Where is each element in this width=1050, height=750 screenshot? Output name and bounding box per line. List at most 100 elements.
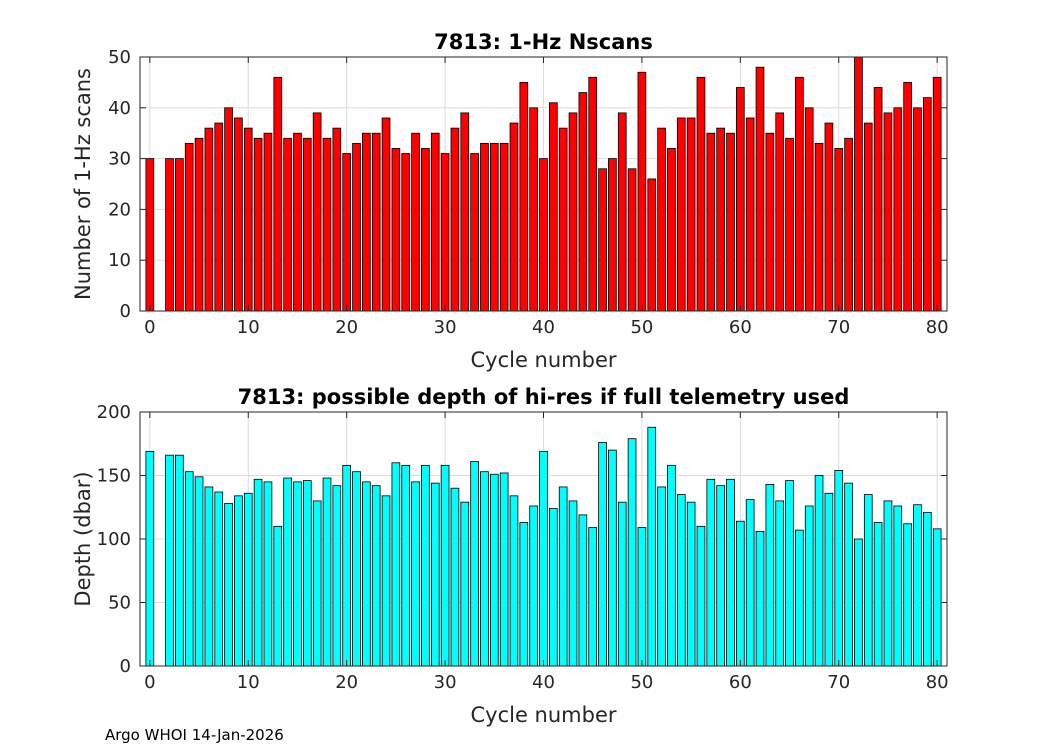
- bar: [874, 522, 882, 666]
- bar: [795, 530, 803, 666]
- x-tick-label: 40: [532, 317, 555, 338]
- bar: [225, 108, 233, 311]
- bar: [677, 118, 685, 311]
- depth-chart: 0 10 20 30 40 50 60 70 80 0 50 100 150 200 7813: possi…: [71, 385, 949, 727]
- bar: [500, 143, 508, 311]
- x-tick-label: 0: [144, 317, 155, 338]
- bar: [786, 481, 794, 666]
- bar: [569, 113, 577, 311]
- bar: [697, 77, 705, 311]
- bar: [727, 133, 735, 311]
- bar: [421, 148, 429, 311]
- bar: [431, 133, 439, 311]
- bar: [854, 57, 862, 311]
- bar: [668, 148, 676, 311]
- bar: [520, 522, 528, 666]
- bar: [717, 486, 725, 666]
- bar: [825, 493, 833, 666]
- bar: [274, 77, 282, 311]
- chart-title: 7813: possible depth of hi-res if full t…: [238, 385, 850, 409]
- bar: [638, 528, 646, 666]
- bar: [392, 463, 400, 666]
- bar: [372, 486, 380, 666]
- bar: [294, 133, 302, 311]
- bar: [795, 77, 803, 311]
- bar: [333, 486, 341, 666]
- bar: [362, 133, 370, 311]
- bar: [727, 479, 735, 666]
- bar: [234, 118, 242, 311]
- bar: [225, 503, 233, 666]
- bar: [382, 496, 390, 666]
- bar: [343, 154, 351, 311]
- bar: [313, 501, 321, 666]
- bar: [421, 465, 429, 666]
- bar: [786, 138, 794, 311]
- bar: [530, 506, 538, 666]
- bar: [914, 505, 922, 666]
- x-tick-label: 0: [144, 672, 155, 693]
- bar: [185, 143, 193, 311]
- bar: [599, 169, 607, 311]
- bar: [707, 133, 715, 311]
- bar: [244, 493, 252, 666]
- bar: [933, 77, 941, 311]
- bar: [195, 138, 203, 311]
- bar: [884, 113, 892, 311]
- bar: [510, 496, 518, 666]
- bar: [530, 108, 538, 311]
- bar: [175, 455, 183, 666]
- bar: [392, 148, 400, 311]
- x-tick-label: 20: [335, 672, 358, 693]
- y-tick-label: 100: [97, 529, 131, 550]
- bar: [658, 128, 666, 311]
- x-tick-label: 70: [827, 672, 850, 693]
- bar: [284, 138, 292, 311]
- bar: [904, 524, 912, 666]
- bar: [461, 113, 469, 311]
- y-tick-label: 50: [108, 47, 131, 68]
- bar: [658, 487, 666, 666]
- bar: [825, 123, 833, 311]
- bar: [648, 427, 656, 666]
- bar: [815, 143, 823, 311]
- bar: [205, 128, 213, 311]
- bar: [687, 118, 695, 311]
- bar: [471, 154, 479, 311]
- bar: [835, 148, 843, 311]
- bar: [589, 528, 597, 666]
- y-tick-label: 10: [108, 250, 131, 271]
- x-tick-label: 80: [926, 672, 949, 693]
- y-tick-label: 50: [108, 593, 131, 614]
- bar: [195, 477, 203, 666]
- y-tick-label: 0: [120, 301, 131, 322]
- bar: [244, 128, 252, 311]
- bar: [481, 143, 489, 311]
- bar: [343, 465, 351, 666]
- bar: [884, 501, 892, 666]
- bar: [313, 113, 321, 311]
- bar: [323, 138, 331, 311]
- nscans-chart: 0 10 20 30 40 50 60 70 80 0 10 20 30 40 50 7813: 1-Hz N…: [71, 30, 949, 372]
- y-tick-label: 0: [120, 656, 131, 677]
- x-tick-label: 50: [630, 317, 653, 338]
- bar: [608, 159, 616, 311]
- bar: [274, 526, 282, 666]
- chart-title: 7813: 1-Hz Nscans: [434, 30, 653, 54]
- bar: [756, 67, 764, 311]
- bar: [746, 118, 754, 311]
- bar: [254, 138, 262, 311]
- bar: [687, 502, 695, 666]
- x-tick-label: 30: [434, 317, 457, 338]
- bar: [608, 450, 616, 666]
- bar: [471, 462, 479, 666]
- bar: [166, 455, 174, 666]
- bar: [175, 159, 183, 311]
- x-tick-label: 60: [729, 317, 752, 338]
- bar: [185, 472, 193, 666]
- x-axis-label: Cycle number: [470, 703, 616, 727]
- bar: [402, 154, 410, 311]
- bar: [736, 521, 744, 666]
- bar: [923, 98, 931, 311]
- bar: [776, 501, 784, 666]
